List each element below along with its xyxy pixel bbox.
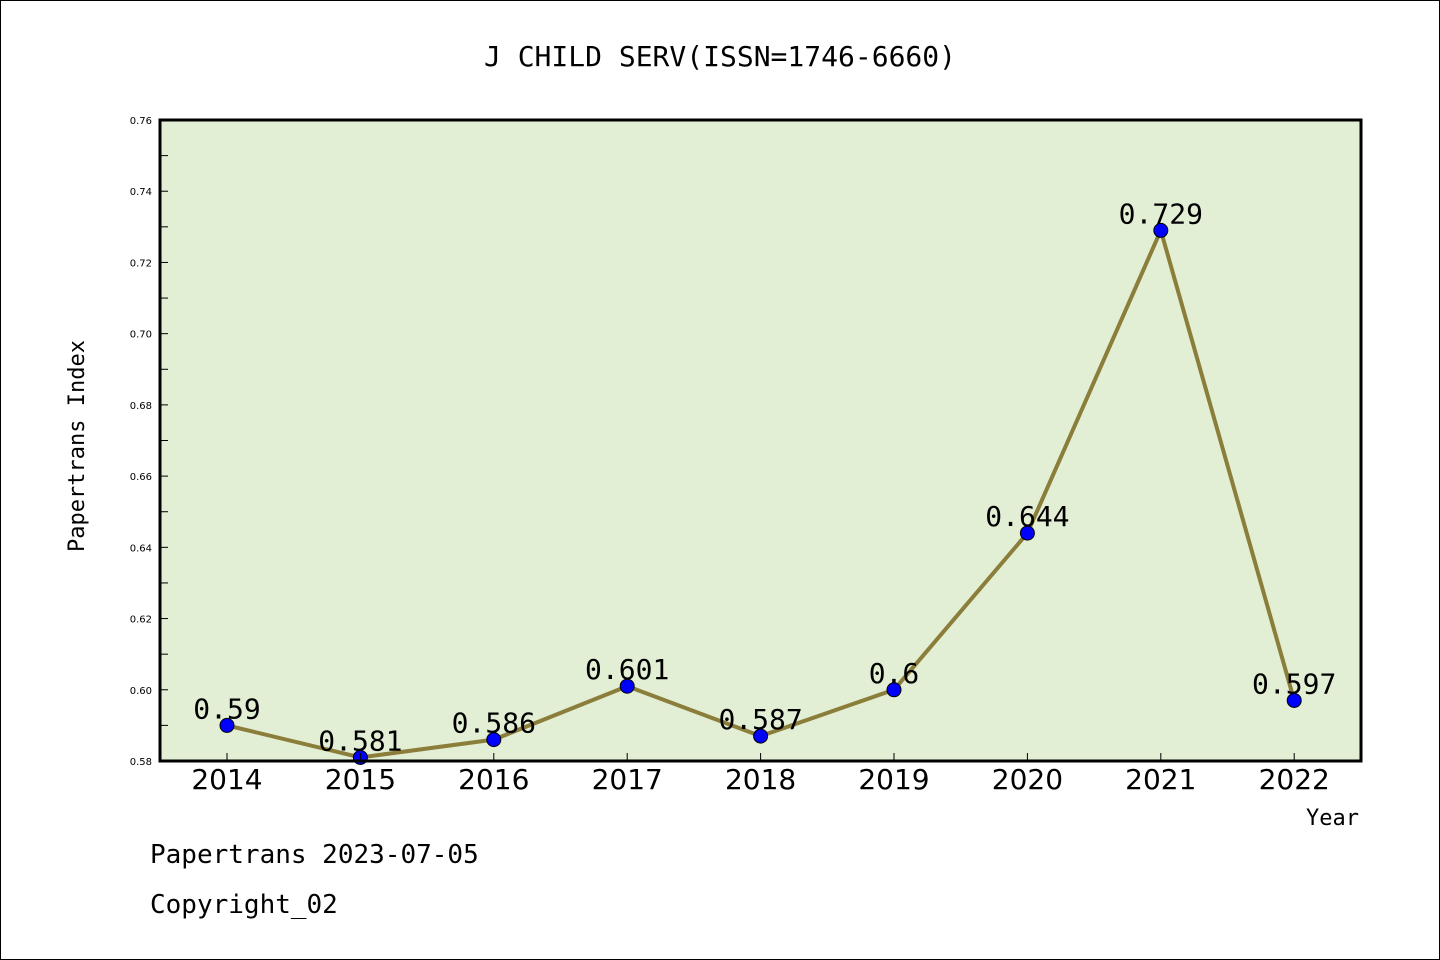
data-label: 0.601 <box>585 653 669 686</box>
x-tick-label: 2020 <box>992 763 1063 796</box>
y-tick-label: 0.58 <box>130 757 152 768</box>
data-labels-group: 0.59 0.581 0.586 0.601 0.587 0.6 0.644 0.729 0.5… <box>193 197 1336 757</box>
y-tick-label: 0.72 <box>130 258 152 269</box>
data-point-marker <box>619 678 635 694</box>
data-point-marker <box>219 717 235 733</box>
x-tick-label: 2014 <box>191 763 262 796</box>
data-point-marker <box>1286 692 1302 708</box>
y-tick-label: 0.60 <box>130 686 152 697</box>
data-label: 0.6 <box>869 657 920 690</box>
footer-date: Papertrans 2023-07-05 <box>150 840 479 870</box>
data-label: 0.587 <box>718 703 802 736</box>
data-label: 0.581 <box>318 724 402 757</box>
series-markers-group <box>219 222 1302 765</box>
x-axis-ticks: 2014 2015 2016 2017 2018 2019 2020 2021 2022 <box>191 753 1330 796</box>
data-label: 0.59 <box>193 692 260 725</box>
data-label: 0.586 <box>452 707 536 740</box>
data-point-marker <box>1019 525 1035 541</box>
y-tick-label: 0.70 <box>130 330 152 341</box>
y-tick-label: 0.62 <box>130 615 152 626</box>
y-tick-label: 0.74 <box>130 187 152 198</box>
chart-title: J CHILD SERV(ISSN=1746-6660) <box>484 40 956 73</box>
data-point-marker <box>753 728 769 744</box>
data-point-marker <box>486 732 502 748</box>
data-point-marker <box>1153 222 1169 238</box>
data-label: 0.729 <box>1119 197 1203 230</box>
x-tick-label: 2018 <box>725 763 796 796</box>
data-label: 0.597 <box>1252 667 1336 700</box>
y-tick-label: 0.66 <box>130 472 152 483</box>
y-tick-label: 0.76 <box>130 116 152 127</box>
x-tick-label: 2017 <box>592 763 663 796</box>
y-tick-label: 0.64 <box>130 543 152 554</box>
data-point-marker <box>886 682 902 698</box>
x-tick-label: 2016 <box>458 763 529 796</box>
x-tick-label: 2019 <box>858 763 929 796</box>
footer-copyright: Copyright_02 <box>150 890 338 920</box>
x-tick-label: 2022 <box>1259 763 1330 796</box>
y-axis-label: Papertrans Index <box>65 340 90 552</box>
y-tick-label: 0.68 <box>130 401 152 412</box>
x-tick-label: 2021 <box>1125 763 1196 796</box>
x-tick-label: 2015 <box>325 763 396 796</box>
data-label: 0.644 <box>985 500 1069 533</box>
x-axis-label: Year <box>1306 806 1359 831</box>
